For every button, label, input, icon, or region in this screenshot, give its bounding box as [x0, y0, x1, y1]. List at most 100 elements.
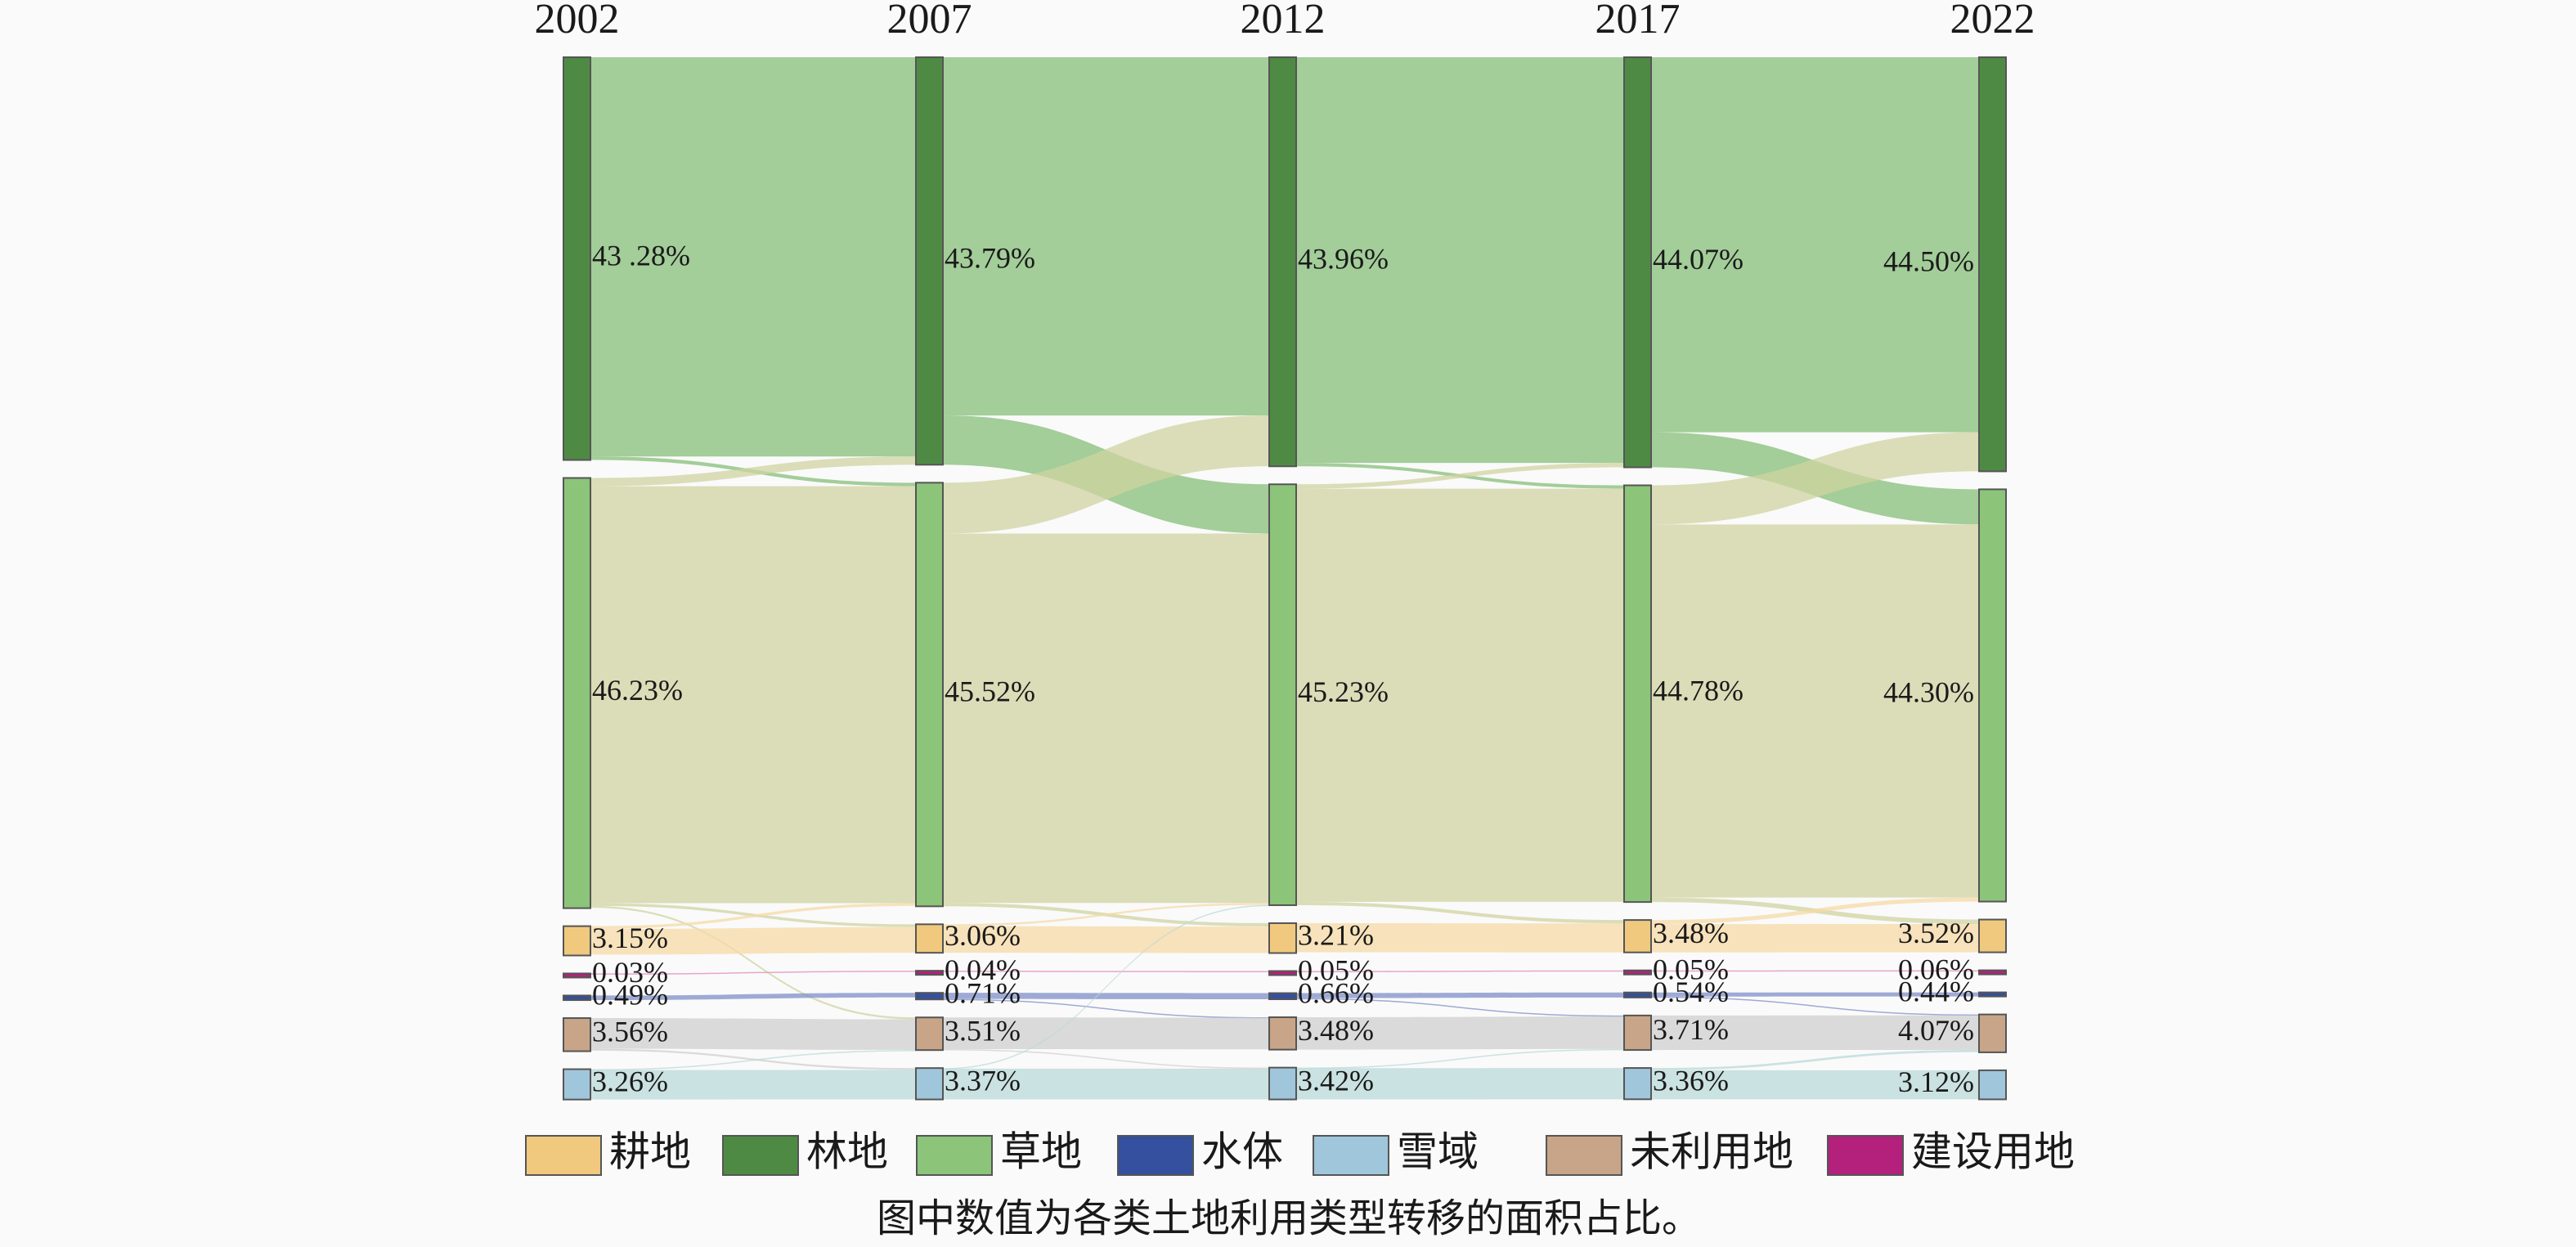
legend-label: 建设用地: [1911, 1128, 2075, 1174]
node: [1978, 991, 2007, 998]
node: [1978, 918, 2007, 953]
value-label: 44.07%: [1653, 243, 1744, 276]
flow-ribbon: [1651, 992, 1979, 997]
value-label: 0.04%: [945, 953, 1021, 986]
value-label: 0.71%: [945, 976, 1021, 1009]
flow-ribbon: [943, 993, 1269, 1000]
flow-ribbon: [1651, 524, 1979, 898]
node: [915, 923, 944, 954]
node: [1268, 992, 1297, 1001]
value-label: 4.07%: [1898, 1014, 1974, 1047]
node: [1978, 969, 2007, 976]
node: [563, 56, 591, 461]
node: [1268, 56, 1297, 468]
flow-ribbon: [1651, 57, 1979, 433]
flow-ribbon: [590, 486, 916, 904]
node: [563, 477, 591, 909]
legend-label: 水体: [1201, 1128, 1283, 1174]
value-label: 3.26%: [592, 1065, 668, 1097]
value-label: 44.50%: [1883, 244, 1974, 277]
node: [1623, 56, 1652, 469]
value-label: 3.42%: [1298, 1064, 1374, 1097]
flow-ribbon: [1296, 970, 1624, 973]
flow-ribbon: [590, 903, 916, 930]
flow-ribbon: [943, 903, 1269, 926]
flow-ribbon: [943, 926, 1269, 953]
value-label: 0.05%: [1653, 953, 1729, 985]
legend: 耕地 林地 草地 水体 雪域 未利用地 建设用地: [525, 1128, 2075, 1176]
year-label: 2017: [1595, 0, 1681, 43]
legend-swatch: [1313, 1135, 1389, 1176]
node: [1268, 922, 1297, 954]
flow-ribbon: [590, 1050, 916, 1071]
node: [1623, 919, 1652, 953]
flow-ribbon: [590, 905, 916, 1020]
node: [915, 970, 944, 976]
flow-ribbon: [943, 1068, 1269, 1100]
value-label: 44.30%: [1883, 676, 1974, 709]
value-label: 3.37%: [945, 1065, 1021, 1097]
value-label: 46.23%: [592, 674, 683, 706]
flow-ribbon: [943, 971, 1269, 973]
year-label: 2022: [1950, 0, 2035, 43]
value-label: 43 .28%: [592, 240, 690, 272]
flow-ribbon: [590, 1048, 916, 1070]
node: [1978, 56, 2007, 473]
node: [1268, 483, 1297, 906]
nodes: [563, 56, 2007, 1101]
node: [563, 972, 591, 979]
node: [1268, 1016, 1297, 1051]
flow-ribbon: [1296, 901, 1624, 924]
value-label: 3.48%: [1298, 1014, 1374, 1047]
node: [563, 925, 591, 957]
flow-ribbon: [943, 415, 1269, 534]
value-label: 3.71%: [1653, 1013, 1729, 1046]
value-label: 3.36%: [1653, 1064, 1729, 1097]
flow-ribbon: [590, 1070, 916, 1100]
value-label: 0.03%: [592, 956, 668, 989]
flow-ribbon: [943, 1048, 1269, 1070]
node: [1623, 1067, 1652, 1101]
node: [915, 1067, 944, 1101]
legend-swatch: [1117, 1135, 1194, 1176]
value-label: 43.79%: [945, 241, 1035, 274]
value-label: 3.21%: [1298, 919, 1374, 952]
legend-swatch: [525, 1135, 602, 1176]
flow-ribbon: [1296, 922, 1624, 953]
flow-ribbon: [1296, 1016, 1624, 1050]
node: [1623, 1014, 1652, 1052]
value-label: 3.52%: [1898, 917, 1974, 949]
value-label: 3.51%: [945, 1014, 1021, 1047]
node: [1978, 1013, 2007, 1053]
node: [1268, 970, 1297, 976]
flow-ribbon: [1651, 970, 1979, 972]
legend-label: 未利用地: [1630, 1128, 1793, 1174]
flow-ribbon: [943, 57, 1269, 416]
node: [1978, 1069, 2007, 1101]
value-label: 45.52%: [945, 675, 1035, 708]
flow-ribbon: [1296, 488, 1624, 902]
node: [1623, 484, 1652, 904]
node: [915, 482, 944, 908]
value-label: 3.12%: [1898, 1065, 1974, 1098]
node: [563, 1068, 591, 1101]
value-label: 44.78%: [1653, 675, 1744, 707]
flow-ribbon: [1296, 992, 1624, 998]
node: [1623, 969, 1652, 976]
caption: 图中数值为各类土地利用类型转移的面积占比。: [877, 1197, 1701, 1240]
node: [915, 992, 944, 1001]
flow-ribbon: [1651, 924, 1979, 953]
value-label: 0.06%: [1898, 953, 1974, 985]
value-label: 3.06%: [945, 919, 1021, 952]
flow-ribbon: [1651, 996, 1979, 1016]
value-label: 0.05%: [1298, 953, 1374, 986]
flow-ribbon: [1651, 432, 1979, 525]
value-label: 3.48%: [1653, 917, 1729, 949]
flow-ribbon: [1651, 1015, 1979, 1051]
legend-label: 草地: [1000, 1128, 1082, 1174]
labels: 2002 3.15% 43 .28% 46.23% 0.49% 3.26% 3.56% 0.0…: [535, 0, 2035, 1098]
value-label: 3.15%: [592, 922, 668, 954]
flow-ribbon: [1296, 1048, 1624, 1070]
flow-ribbon: [1651, 1049, 1979, 1070]
